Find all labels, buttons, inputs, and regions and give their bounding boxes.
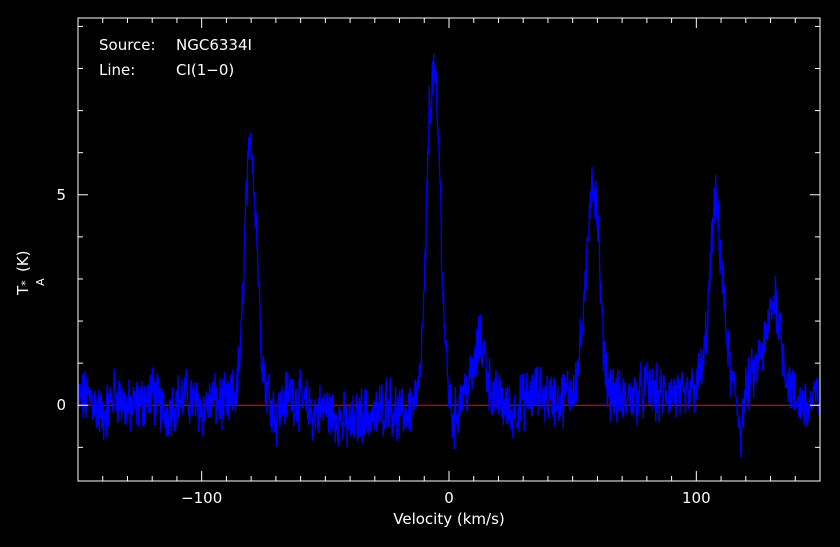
source-value: NGC6334I xyxy=(176,36,252,54)
y-tick-label: 0 xyxy=(56,396,66,414)
y-axis-label-wrap: T * A (K) xyxy=(14,235,54,296)
x-tick-label: 100 xyxy=(682,489,711,507)
series-layer xyxy=(78,53,820,458)
x-tick-label: −100 xyxy=(181,489,222,507)
y-axis-label-sub: A xyxy=(34,278,47,286)
y-axis-label-sup: * xyxy=(19,280,32,286)
x-axis-label: Velocity (km/s) xyxy=(393,510,504,528)
y-axis-label-main: T xyxy=(14,285,32,295)
x-tick-label: 0 xyxy=(444,489,454,507)
series-line xyxy=(78,53,820,458)
line-label: Line: xyxy=(99,61,136,79)
tick-layer: −100 0 100 0 5 xyxy=(56,18,820,507)
source-label: Source: xyxy=(99,36,156,54)
y-tick-label: 5 xyxy=(56,186,66,204)
y-axis-label: T * A (K) xyxy=(14,250,47,296)
line-value: CI(1−0) xyxy=(176,61,235,79)
y-axis-label-unit: (K) xyxy=(14,250,32,273)
